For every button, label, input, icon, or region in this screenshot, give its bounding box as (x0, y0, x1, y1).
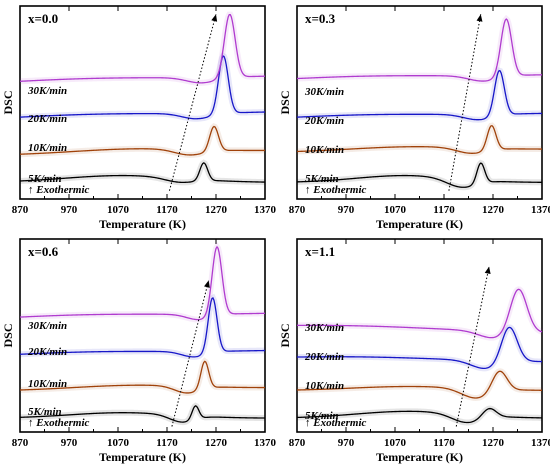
series-line-10K-min (19, 360, 265, 394)
exothermic-note: ↑ Exothermic (28, 184, 90, 196)
series-label: 20K/min (304, 351, 344, 363)
series-label: 20K/min (27, 113, 67, 125)
plot-frame (19, 5, 266, 200)
series-line-10K-min (296, 124, 542, 154)
x-tick-label: 1370 (254, 437, 277, 449)
x-tick-label: 1170 (156, 204, 178, 216)
panel-title: x=1.1 (305, 244, 335, 259)
exothermic-note: ↑ Exothermic (305, 184, 367, 196)
x-tick-label: 1370 (531, 437, 550, 449)
trend-arrow-head (204, 280, 210, 288)
x-tick-label: 1370 (531, 204, 550, 216)
x-tick-label: 1070 (384, 437, 407, 449)
series-label: 5K/min (305, 410, 339, 422)
exothermic-note: ↑ Exothermic (28, 417, 90, 429)
x-axis-label: Temperature (K) (376, 450, 463, 464)
series-line-30K-min (297, 288, 543, 339)
series-label: 30K/min (27, 85, 67, 97)
x-tick-label: 1270 (205, 204, 228, 216)
series-line-10K-min (19, 125, 266, 156)
series-label: 5K/min (28, 173, 62, 185)
series-label: 5K/min (305, 173, 339, 185)
exothermic-note: ↑ Exothermic (305, 417, 367, 429)
series-halo (296, 14, 543, 85)
x-tick-label: 1170 (433, 204, 455, 216)
x-tick-label: 970 (338, 437, 355, 449)
y-axis-label: DSC (278, 323, 292, 347)
x-tick-label: 970 (61, 204, 78, 216)
series-label: 10K/min (28, 378, 67, 390)
y-axis-label: DSC (278, 90, 292, 114)
x-tick-label: 1270 (205, 437, 228, 449)
x-tick-label: 1370 (254, 204, 277, 216)
x-tick-label: 1170 (433, 437, 455, 449)
series-label: 20K/min (304, 115, 344, 127)
x-axis-label: Temperature (K) (376, 217, 463, 231)
series-line-30K-min (19, 13, 266, 84)
panel-title: x=0.3 (305, 11, 336, 26)
x-tick-label: 870 (289, 204, 306, 216)
series-label: 10K/min (305, 380, 344, 392)
series-line-5K-min (19, 405, 266, 423)
panel-title: x=0.0 (28, 11, 58, 26)
x-tick-label: 1070 (107, 437, 130, 449)
series-line-5K-min (19, 162, 266, 184)
x-tick-label: 870 (12, 437, 29, 449)
series-line-20K-min (296, 326, 543, 370)
x-tick-label: 970 (61, 437, 78, 449)
x-axis-label: Temperature (K) (99, 450, 186, 464)
y-axis-label: DSC (1, 323, 15, 347)
x-tick-label: 1270 (482, 437, 505, 449)
series-line-5K-min (296, 407, 543, 424)
x-tick-label: 1270 (482, 204, 505, 216)
trend-arrow-line (171, 280, 210, 427)
series-line-5K-min (296, 162, 543, 188)
panel-3: 870 970 1070 1170 1270 1370 Temperature (K) DSC… (278, 238, 550, 464)
series-line-20K-min (296, 69, 543, 121)
series-label: 10K/min (305, 144, 344, 156)
series-line-30K-min (296, 18, 543, 82)
panel-title: x=0.6 (28, 244, 59, 259)
x-tick-label: 870 (12, 204, 29, 216)
x-axis-label: Temperature (K) (99, 217, 186, 231)
panel-1: 870 970 1070 1170 1270 1370 Temperature (K) DSC… (278, 5, 550, 231)
x-tick-label: 1170 (156, 437, 178, 449)
series-label: 5K/min (28, 406, 62, 418)
series-label: 30K/min (304, 322, 344, 334)
series-line-20K-min (19, 297, 266, 358)
series-label: 30K/min (27, 320, 67, 332)
trend-arrow-head (211, 14, 218, 22)
panel-0: 870 970 1070 1170 1270 1370 Temperature (K) DSC… (1, 5, 277, 231)
series-label: 20K/min (27, 346, 67, 358)
x-tick-label: 870 (289, 437, 306, 449)
series-label: 30K/min (304, 86, 344, 98)
y-axis-label: DSC (1, 90, 15, 114)
x-tick-label: 1070 (107, 204, 130, 216)
trend-arrow-line (168, 14, 217, 191)
x-tick-label: 970 (338, 204, 355, 216)
plot-frame (19, 238, 266, 433)
trend-arrow-line (448, 14, 482, 191)
series-label: 10K/min (28, 142, 67, 154)
x-tick-label: 1070 (384, 204, 407, 216)
panel-2: 870 970 1070 1170 1270 1370 Temperature (K) DSC… (1, 238, 277, 464)
series-line-30K-min (19, 245, 266, 321)
series-line-20K-min (19, 55, 266, 120)
trend-arrow-head (484, 266, 491, 275)
trend-arrow-line (455, 266, 490, 427)
trend-arrow-head (476, 14, 483, 22)
series-line-10K-min (296, 370, 543, 399)
